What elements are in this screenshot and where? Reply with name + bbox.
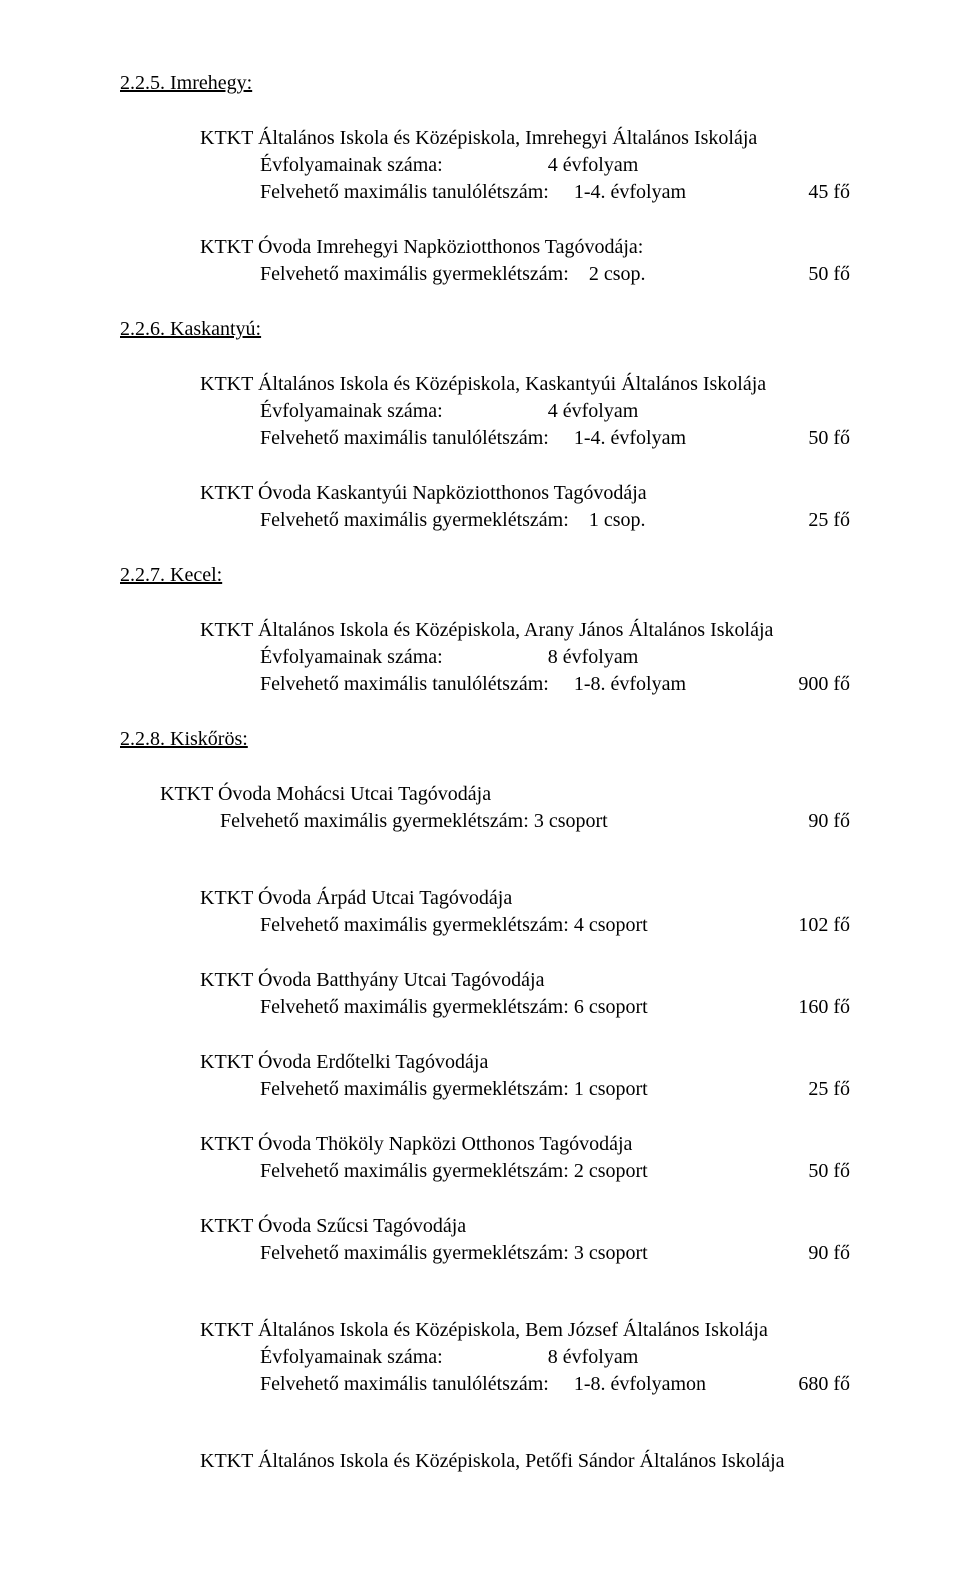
max-value: 1-8. évfolyamon	[574, 1371, 724, 1398]
grades-line: Évfolyamainak száma: 4 évfolyam	[200, 152, 850, 179]
section-228-title: 2.2.8. Kiskőrös:	[120, 726, 850, 753]
max-line: Felvehető maximális tanulólétszám: 1-4. …	[200, 425, 850, 452]
max-value: 3 csoport	[574, 1242, 648, 1264]
max-label: Felvehető maximális gyermeklétszám:	[260, 1078, 569, 1100]
kg-name: KTKT Óvoda Batthyány Utcai Tagóvodája	[200, 967, 850, 994]
grades-line: Évfolyamainak száma: 4 évfolyam	[200, 398, 850, 425]
kg-block-2: KTKT Óvoda Batthyány Utcai Tagóvodája Fe…	[200, 967, 850, 1021]
section-226-school-block: KTKT Általános Iskola és Középiskola, Ka…	[200, 371, 850, 452]
max-label: Felvehető maximális tanulólétszám:	[260, 1373, 549, 1395]
school-name: KTKT Általános Iskola és Középiskola, Ar…	[200, 617, 850, 644]
count: 90 fő	[808, 808, 850, 835]
kg-name: KTKT Óvoda Mohácsi Utcai Tagóvodája	[160, 781, 850, 808]
count: 45 fő	[808, 179, 850, 206]
count: 25 fő	[808, 1076, 850, 1103]
max-value: 1 csoport	[574, 1078, 648, 1100]
grades-label: Évfolyamainak száma:	[260, 154, 443, 176]
section-226-title: 2.2.6. Kaskantyú:	[120, 316, 850, 343]
max-label: Felvehető maximális gyermeklétszám:	[260, 1160, 569, 1182]
kg-block-3: KTKT Óvoda Erdőtelki Tagóvodája Felvehet…	[200, 1049, 850, 1103]
count: 160 fő	[798, 994, 850, 1021]
section-228-school-block: KTKT Általános Iskola és Középiskola, Be…	[200, 1317, 850, 1398]
kg-name: KTKT Óvoda Kaskantyúi Napköziotthonos Ta…	[200, 480, 850, 507]
max-label: Felvehető maximális tanulólétszám:	[260, 181, 549, 203]
max-label: Felvehető maximális gyermeklétszám:	[260, 509, 569, 531]
max-label: Felvehető maximális gyermeklétszám:	[260, 914, 569, 936]
max-value: 2 csop.	[589, 263, 646, 285]
max-line: Felvehető maximális gyermeklétszám: 4 cs…	[200, 912, 850, 939]
count: 50 fő	[808, 425, 850, 452]
max-line: Felvehető maximális gyermeklétszám: 2 cs…	[200, 261, 850, 288]
grades-value: 8 évfolyam	[548, 644, 698, 671]
section-228-school2-block: KTKT Általános Iskola és Középiskola, Pe…	[200, 1448, 850, 1475]
grades-value: 4 évfolyam	[548, 152, 698, 179]
school-name: KTKT Általános Iskola és Középiskola, Ka…	[200, 371, 850, 398]
max-line: Felvehető maximális gyermeklétszám: 1 cs…	[200, 1076, 850, 1103]
section-226-kg-block: KTKT Óvoda Kaskantyúi Napköziotthonos Ta…	[200, 480, 850, 534]
max-line: Felvehető maximális gyermeklétszám: 3 cs…	[160, 808, 850, 835]
count: 680 fő	[798, 1371, 850, 1398]
max-label: Felvehető maximális tanulólétszám:	[260, 673, 549, 695]
grades-label: Évfolyamainak száma:	[260, 1346, 443, 1368]
count: 102 fő	[798, 912, 850, 939]
max-value: 1-8. évfolyam	[574, 671, 724, 698]
max-value: 2 csoport	[574, 1160, 648, 1182]
count: 50 fő	[808, 1158, 850, 1185]
max-line: Felvehető maximális gyermeklétszám: 1 cs…	[200, 507, 850, 534]
section-225-school-block: KTKT Általános Iskola és Középiskola, Im…	[200, 125, 850, 206]
grades-label: Évfolyamainak száma:	[260, 400, 443, 422]
max-value: 1-4. évfolyam	[574, 425, 724, 452]
kg-name: KTKT Óvoda Árpád Utcai Tagóvodája	[200, 885, 850, 912]
grades-label: Évfolyamainak száma:	[260, 646, 443, 668]
max-label: Felvehető maximális tanulólétszám:	[260, 427, 549, 449]
kg-name: KTKT Óvoda Imrehegyi Napköziotthonos Tag…	[200, 234, 850, 261]
max-line: Felvehető maximális tanulólétszám: 1-8. …	[200, 671, 850, 698]
max-label: Felvehető maximális gyermeklétszám:	[220, 810, 529, 832]
school-name: KTKT Általános Iskola és Középiskola, Pe…	[200, 1448, 850, 1475]
max-value: 6 csoport	[574, 996, 648, 1018]
kg-block-1: KTKT Óvoda Árpád Utcai Tagóvodája Felveh…	[200, 885, 850, 939]
grades-value: 4 évfolyam	[548, 398, 698, 425]
kg-name: KTKT Óvoda Thököly Napközi Otthonos Tagó…	[200, 1131, 850, 1158]
max-value: 4 csoport	[574, 914, 648, 936]
max-label: Felvehető maximális gyermeklétszám:	[260, 996, 569, 1018]
kg-block-0: KTKT Óvoda Mohácsi Utcai Tagóvodája Felv…	[160, 781, 850, 835]
max-value: 1 csop.	[589, 509, 646, 531]
count: 25 fő	[808, 507, 850, 534]
max-value: 1-4. évfolyam	[574, 179, 724, 206]
max-label: Felvehető maximális gyermeklétszám:	[260, 1242, 569, 1264]
section-227-title: 2.2.7. Kecel:	[120, 562, 850, 589]
max-line: Felvehető maximális tanulólétszám: 1-8. …	[200, 1371, 850, 1398]
max-label: Felvehető maximális gyermeklétszám:	[260, 263, 569, 285]
max-value: 3 csoport	[534, 810, 608, 832]
section-225-title: 2.2.5. Imrehegy:	[120, 70, 850, 97]
count: 50 fő	[808, 261, 850, 288]
section-227-school-block: KTKT Általános Iskola és Középiskola, Ar…	[200, 617, 850, 698]
grades-value: 8 évfolyam	[548, 1344, 698, 1371]
max-line: Felvehető maximális gyermeklétszám: 3 cs…	[200, 1240, 850, 1267]
kg-name: KTKT Óvoda Erdőtelki Tagóvodája	[200, 1049, 850, 1076]
max-line: Felvehető maximális gyermeklétszám: 2 cs…	[200, 1158, 850, 1185]
section-225-kg-block: KTKT Óvoda Imrehegyi Napköziotthonos Tag…	[200, 234, 850, 288]
grades-line: Évfolyamainak száma: 8 évfolyam	[200, 1344, 850, 1371]
max-line: Felvehető maximális tanulólétszám: 1-4. …	[200, 179, 850, 206]
school-name: KTKT Általános Iskola és Középiskola, Im…	[200, 125, 850, 152]
kg-block-4: KTKT Óvoda Thököly Napközi Otthonos Tagó…	[200, 1131, 850, 1185]
count: 90 fő	[808, 1240, 850, 1267]
grades-line: Évfolyamainak száma: 8 évfolyam	[200, 644, 850, 671]
kg-name: KTKT Óvoda Szűcsi Tagóvodája	[200, 1213, 850, 1240]
school-name: KTKT Általános Iskola és Középiskola, Be…	[200, 1317, 850, 1344]
kg-block-5: KTKT Óvoda Szűcsi Tagóvodája Felvehető m…	[200, 1213, 850, 1267]
max-line: Felvehető maximális gyermeklétszám: 6 cs…	[200, 994, 850, 1021]
count: 900 fő	[798, 671, 850, 698]
